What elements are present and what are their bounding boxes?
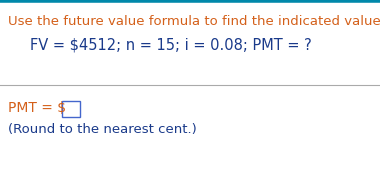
Text: FV = $4512; n = 15; i = 0.08; PMT = ?: FV = $4512; n = 15; i = 0.08; PMT = ? [30, 38, 312, 53]
Text: Use the future value formula to find the indicated value.: Use the future value formula to find the… [8, 15, 380, 28]
Text: (Round to the nearest cent.): (Round to the nearest cent.) [8, 123, 197, 136]
Text: PMT = $: PMT = $ [8, 101, 66, 115]
Bar [62, 101, 80, 117]
